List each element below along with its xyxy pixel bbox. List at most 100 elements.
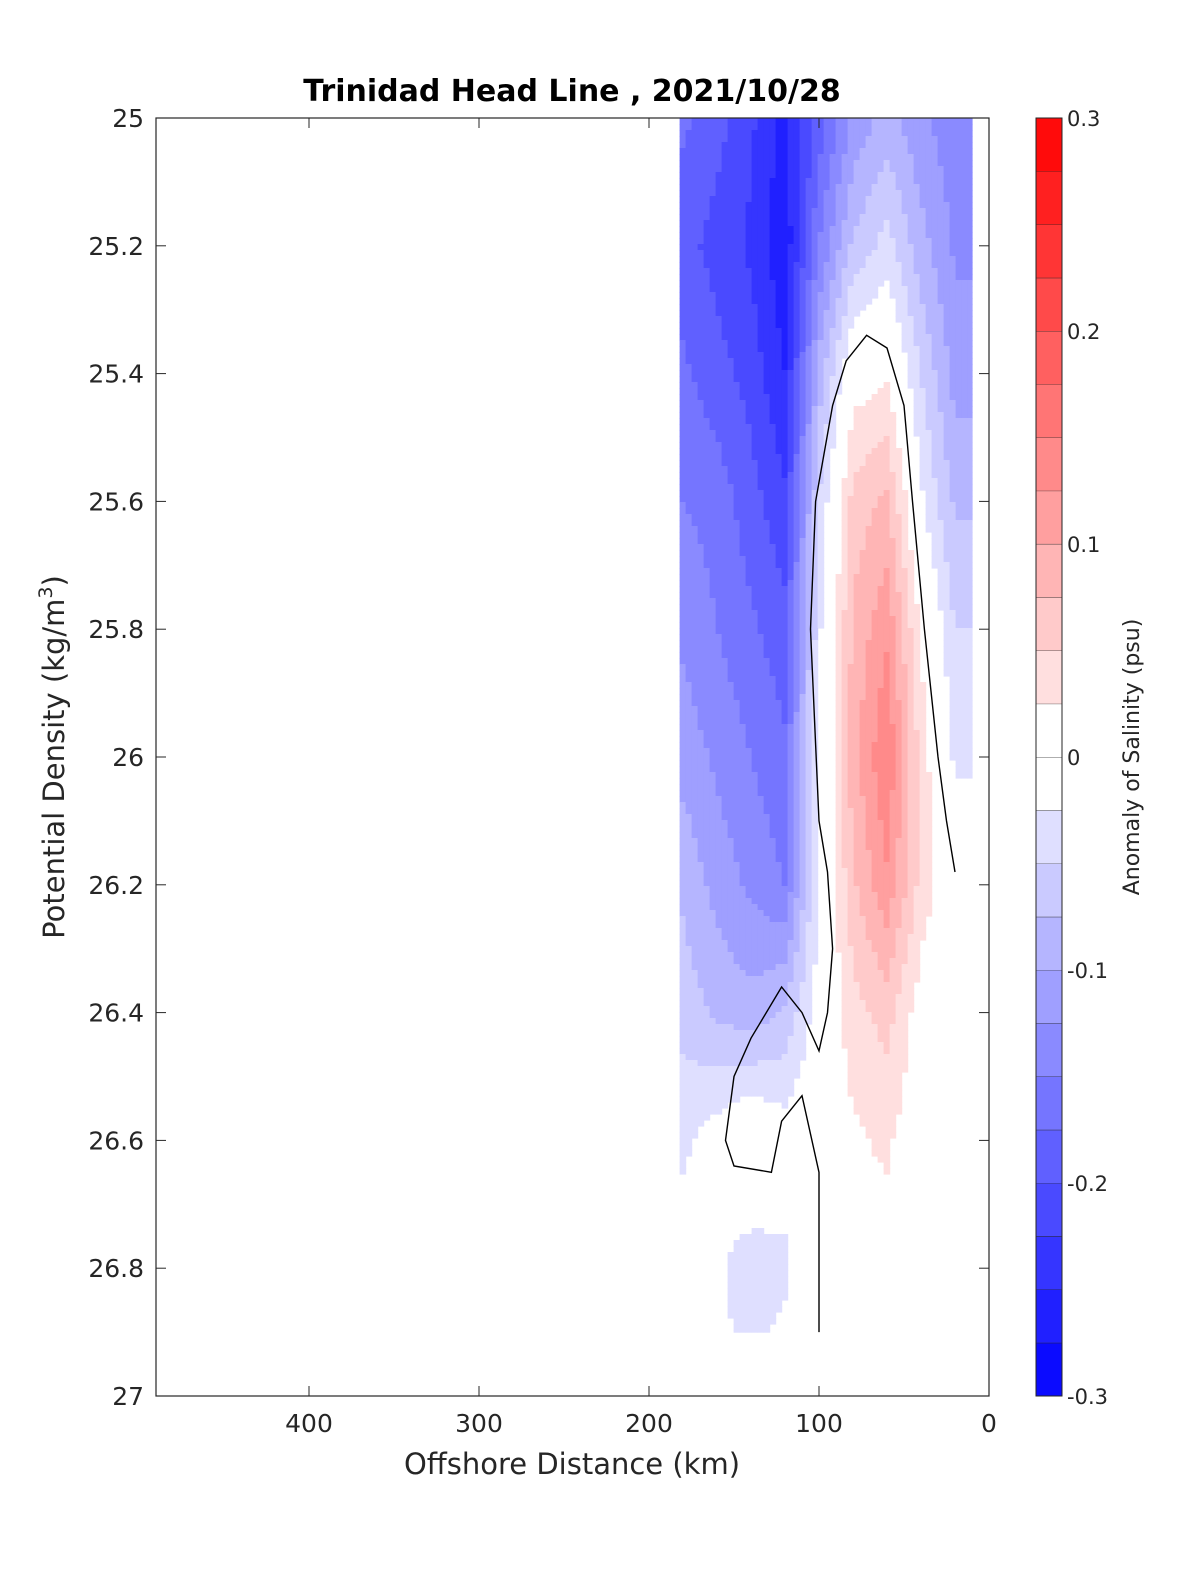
field-cell (793, 550, 801, 557)
field-cell (949, 634, 957, 641)
field-cell (943, 238, 951, 245)
field-cell (787, 274, 795, 281)
field-cell (703, 436, 711, 443)
field-cell (733, 298, 741, 305)
field-cell (859, 298, 867, 305)
field-cell (805, 544, 813, 551)
field-cell (949, 508, 957, 515)
field-cell (781, 292, 789, 299)
field-cell (907, 640, 915, 647)
field-cell (823, 148, 831, 155)
field-cell (691, 706, 699, 713)
field-cell (781, 274, 789, 281)
field-cell (769, 712, 777, 719)
field-cell (691, 544, 699, 551)
field-cell (949, 622, 957, 629)
field-cell (775, 160, 783, 167)
field-cell (901, 568, 909, 575)
field-cell (871, 418, 879, 425)
field-cell (913, 118, 921, 125)
field-cell (877, 736, 885, 743)
field-cell (817, 370, 825, 377)
field-cell (715, 454, 723, 461)
field-cell (781, 682, 789, 689)
field-cell (901, 154, 909, 161)
field-cell (709, 478, 717, 485)
field-cell (847, 712, 855, 719)
field-cell (835, 766, 843, 773)
field-cell (697, 274, 705, 281)
field-cell (895, 496, 903, 503)
field-cell (841, 700, 849, 707)
field-cell (781, 610, 789, 617)
field-cell (895, 310, 903, 317)
field-cell (841, 520, 849, 527)
field-cell (883, 136, 891, 143)
field-cell (709, 802, 717, 809)
field-cell (835, 574, 843, 581)
field-cell (907, 748, 915, 755)
field-cell (955, 352, 963, 359)
field-cell (943, 592, 951, 599)
field-cell (961, 346, 969, 353)
field-cell (889, 520, 897, 527)
field-cell (685, 334, 693, 341)
field-cell (769, 550, 777, 557)
field-cell (805, 496, 813, 503)
field-cell (895, 628, 903, 635)
field-cell (727, 274, 735, 281)
field-cell (715, 160, 723, 167)
field-cell (847, 754, 855, 761)
field-cell (883, 622, 891, 629)
field-cell (883, 538, 891, 545)
field-cell (715, 460, 723, 467)
field-cell (793, 730, 801, 737)
field-cell (871, 580, 879, 587)
field-cell (919, 718, 927, 725)
field-cell (703, 478, 711, 485)
field-cell (859, 484, 867, 491)
field-cell (883, 742, 891, 749)
field-cell (841, 262, 849, 269)
field-cell (751, 466, 759, 473)
field-cell (859, 778, 867, 785)
field-cell (901, 760, 909, 767)
field-cell (697, 148, 705, 155)
field-cell (931, 256, 939, 263)
field-cell (943, 364, 951, 371)
field-cell (805, 250, 813, 257)
field-cell (955, 178, 963, 185)
field-cell (781, 298, 789, 305)
field-cell (865, 634, 873, 641)
field-cell (745, 226, 753, 233)
field-cell (811, 322, 819, 329)
field-cell (913, 418, 921, 425)
field-cell (883, 412, 891, 419)
field-cell (919, 280, 927, 287)
field-cell (955, 322, 963, 329)
field-cell (769, 298, 777, 305)
field-cell (769, 160, 777, 167)
field-cell (955, 544, 963, 551)
field-cell (691, 772, 699, 779)
field-cell (721, 184, 729, 191)
field-cell (805, 730, 813, 737)
field-cell (703, 634, 711, 641)
field-cell (925, 478, 933, 485)
field-cell (679, 490, 687, 497)
field-cell (775, 502, 783, 509)
field-cell (799, 400, 807, 407)
field-cell (709, 472, 717, 479)
field-cell (889, 466, 897, 473)
field-cell (961, 424, 969, 431)
field-cell (865, 742, 873, 749)
field-cell (883, 394, 891, 401)
field-cell (949, 490, 957, 497)
field-cell (949, 670, 957, 677)
field-cell (805, 598, 813, 605)
field-cell (913, 694, 921, 701)
field-cell (679, 622, 687, 629)
field-cell (763, 304, 771, 311)
field-cell (961, 736, 969, 743)
field-cell (769, 376, 777, 383)
